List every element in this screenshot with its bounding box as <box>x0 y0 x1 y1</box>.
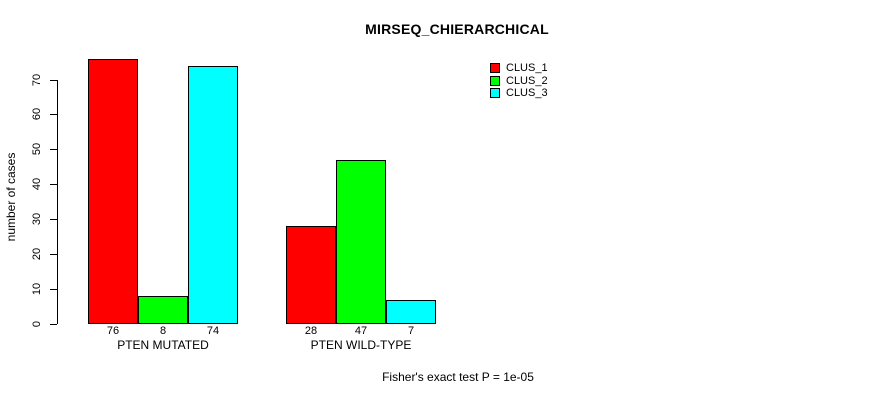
bar-clus_3-pten-wild-type <box>386 300 436 324</box>
legend-label: CLUS_1 <box>506 62 548 74</box>
y-axis-line <box>57 80 58 324</box>
y-axis-tick-label: 0 <box>31 320 43 328</box>
y-axis-tick <box>50 149 57 150</box>
y-axis-tick <box>50 324 57 325</box>
legend-item: CLUS_1 <box>490 62 548 74</box>
y-axis-tick-label: 50 <box>31 142 43 156</box>
y-axis-tick <box>50 80 57 81</box>
bar-value-label: 7 <box>407 325 415 337</box>
pvalue-annotation: Fisher's exact test P = 1e-05 <box>382 370 534 384</box>
bar-value-label: 47 <box>354 325 368 337</box>
chart-title: MIRSEQ_CHIERARCHICAL <box>365 21 549 37</box>
legend-item: CLUS_2 <box>490 75 548 87</box>
y-axis-label: number of cases <box>4 152 18 242</box>
y-axis-tick <box>50 254 57 255</box>
y-axis-tick-label: 10 <box>31 282 43 296</box>
legend-swatch-clus_2 <box>490 76 500 86</box>
y-axis-tick <box>50 289 57 290</box>
y-axis-tick-label: 70 <box>31 73 43 87</box>
y-axis-tick <box>50 184 57 185</box>
bar-value-label: 76 <box>106 325 120 337</box>
bar-value-label: 28 <box>304 325 318 337</box>
bar-clus_1-pten-wild-type <box>286 226 336 324</box>
y-axis-tick <box>50 114 57 115</box>
y-axis-tick-label: 40 <box>31 177 43 191</box>
legend-label: CLUS_2 <box>506 75 548 87</box>
legend-swatch-clus_3 <box>490 88 500 98</box>
bar-clus_2-pten-mutated <box>138 296 188 324</box>
bar-value-label: 8 <box>159 325 167 337</box>
x-category-label: PTEN MUTATED <box>117 338 209 352</box>
legend-label: CLUS_3 <box>506 87 548 99</box>
bar-value-label: 74 <box>206 325 220 337</box>
legend-item: CLUS_3 <box>490 87 548 99</box>
x-category-label: PTEN WILD-TYPE <box>310 338 412 352</box>
bar-clus_1-pten-mutated <box>88 59 138 324</box>
y-axis-tick-label: 30 <box>31 212 43 226</box>
y-axis-tick <box>50 219 57 220</box>
y-axis-tick-label: 20 <box>31 247 43 261</box>
bar-clus_2-pten-wild-type <box>336 160 386 324</box>
bar-clus_3-pten-mutated <box>188 66 238 324</box>
legend-swatch-clus_1 <box>490 63 500 73</box>
y-axis-tick-label: 60 <box>31 107 43 121</box>
